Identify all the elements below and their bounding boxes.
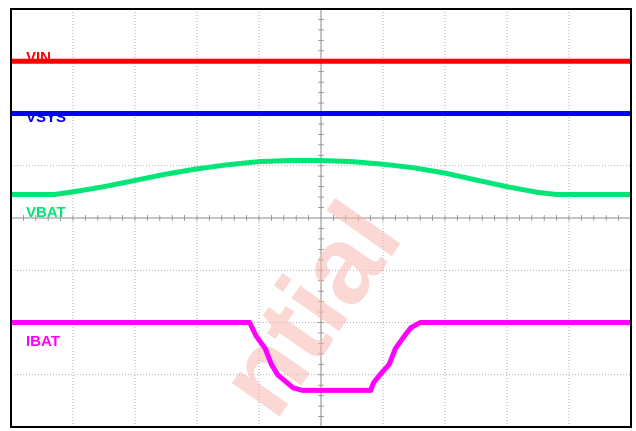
vsys-label: VSYS [26, 109, 66, 126]
plot-border [10, 8, 632, 428]
traces [11, 58, 631, 393]
vbat-label: VBAT [26, 204, 66, 221]
vin-label: VIN [26, 49, 51, 66]
ibat-label: IBAT [26, 333, 60, 350]
vbat-trace [11, 158, 631, 197]
ibat-trace [11, 320, 631, 393]
channel-labels: VIN VSYS VBAT IBAT [26, 49, 66, 350]
